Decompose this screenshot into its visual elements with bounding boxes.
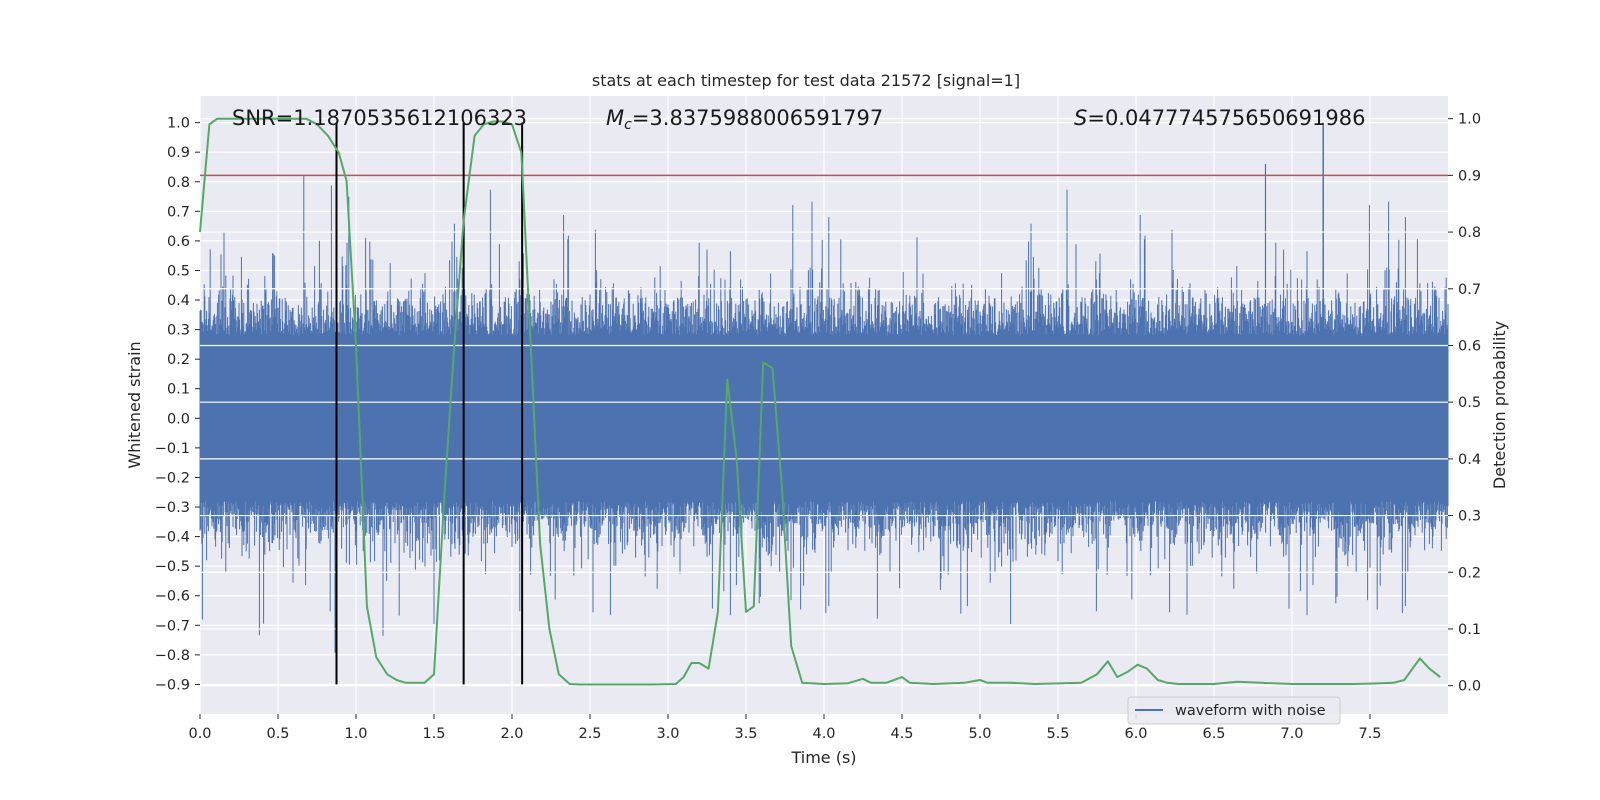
y-right-tick-label: 0.5: [1458, 395, 1481, 411]
y-right-tick-label: 0.3: [1458, 509, 1481, 525]
waveform-path: [199, 175, 1449, 653]
legend-box: [1127, 696, 1341, 725]
x-tick-label: 6.0: [1124, 726, 1147, 742]
y-right-tick-label: 0.2: [1458, 565, 1481, 581]
x-axis-label: Time (s): [790, 748, 856, 767]
s-annotation: S=0.047774575650691986: [1074, 106, 1365, 130]
s-symbol: S: [1074, 106, 1087, 130]
y-axis-right-label: Detection probability: [1490, 321, 1509, 489]
y-left-tick-label: −0.8: [155, 648, 190, 664]
chirp-mass-subscript: c: [624, 117, 632, 133]
y-axis-left-ticks: −0.9 −0.8 −0.7 −0.6 −0.5 −0.4 −0.3 −0.2 −0.1 0.0 0…: [155, 116, 200, 693]
chart-title: stats at each timestep for test data 215…: [592, 71, 1020, 90]
y-right-tick-label: 0.1: [1458, 622, 1481, 638]
y-left-tick-label: 0.4: [167, 293, 190, 309]
x-tick-label: 6.5: [1202, 726, 1225, 742]
y-right-tick-label: 0.6: [1458, 338, 1481, 354]
y-left-tick-label: 0.8: [167, 175, 190, 191]
legend: waveform with noise: [1127, 696, 1341, 725]
snr-annotation: SNR=1.1870535612106323: [232, 106, 527, 130]
x-tick-label: 1.0: [344, 726, 367, 742]
chirp-mass-value: =3.8375988006591797: [632, 106, 883, 130]
x-tick-label: 4.0: [812, 726, 835, 742]
y-right-tick-label: 0.8: [1458, 225, 1481, 241]
y-left-tick-label: −0.1: [155, 441, 190, 457]
x-tick-label: 2.5: [578, 726, 601, 742]
y-left-tick-label: 0.9: [167, 145, 190, 161]
y-left-tick-label: −0.6: [155, 589, 190, 605]
x-tick-label: 3.0: [656, 726, 679, 742]
waveform-series: [199, 122, 1449, 653]
y-left-tick-label: 0.5: [167, 263, 190, 279]
y-left-tick-label: 0.7: [167, 204, 190, 220]
chirp-mass-annotation: Mc=3.8375988006591797: [606, 106, 883, 133]
y-left-tick-label: 1.0: [167, 116, 190, 132]
x-tick-label: 0.5: [266, 726, 289, 742]
y-left-tick-label: 0.3: [167, 323, 190, 339]
x-tick-label: 3.5: [734, 726, 757, 742]
y-left-tick-label: 0.6: [167, 234, 190, 250]
y-left-tick-label: −0.9: [155, 677, 190, 693]
y-left-tick-label: −0.7: [155, 618, 190, 634]
s-value: =0.047774575650691986: [1087, 106, 1365, 130]
y-right-tick-label: 0.4: [1458, 452, 1481, 468]
y-right-tick-label: 1.0: [1458, 112, 1481, 128]
x-tick-label: 2.0: [500, 726, 523, 742]
x-tick-label: 1.5: [422, 726, 445, 742]
y-right-tick-label: 0.7: [1458, 282, 1481, 298]
legend-label: waveform with noise: [1175, 703, 1326, 719]
y-right-tick-label: 0.9: [1458, 168, 1481, 184]
x-tick-label: 7.5: [1358, 726, 1381, 742]
chirp-mass-symbol: M: [606, 106, 624, 130]
y-left-tick-label: −0.2: [155, 470, 190, 486]
x-tick-label: 7.0: [1280, 726, 1303, 742]
y-left-tick-label: 0.0: [167, 411, 190, 427]
detection-probability-series: [199, 117, 1441, 686]
x-axis-ticks: 0.0 0.5 1.0 1.5 2.0 2.5 3.0 3.5 4.0 4.5 5.0 5.5 6.0 6…: [188, 714, 1382, 742]
x-tick-label: 5.0: [968, 726, 991, 742]
x-tick-label: 5.5: [1046, 726, 1069, 742]
x-tick-label: 0.0: [188, 726, 211, 742]
y-left-tick-label: −0.3: [155, 500, 190, 516]
y-left-tick-label: 0.1: [167, 382, 190, 398]
detection-probability-line: [199, 117, 1441, 686]
y-right-tick-label: 0.0: [1458, 679, 1481, 695]
y-left-tick-label: −0.4: [155, 530, 190, 546]
y-axis-right-ticks: 0.0 0.1 0.2 0.3 0.4 0.5 0.6 0.7 0.8 0.9 1.0: [1448, 112, 1481, 695]
y-left-tick-label: −0.5: [155, 559, 190, 575]
x-tick-label: 4.5: [890, 726, 913, 742]
y-axis-left-label: Whitened strain: [125, 341, 144, 468]
y-left-tick-label: 0.2: [167, 352, 190, 368]
